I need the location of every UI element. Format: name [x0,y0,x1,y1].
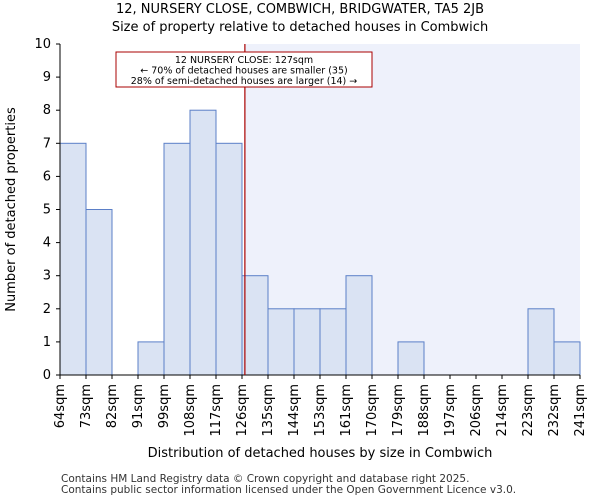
y-tick-label: 8 [43,103,51,118]
y-tick-label: 2 [43,302,51,317]
bar-73sqm [85,209,113,376]
x-tick-label: 99sqm [157,384,172,428]
x-tick-label: 206sqm [469,384,484,437]
footer-line-2: Contains public sector information licen… [61,484,517,496]
bar-223sqm [527,308,555,376]
annotation-line-2: ← 70% of detached houses are smaller (35… [140,66,347,77]
bar-179sqm [397,341,425,376]
x-tick-label: 232sqm [547,384,562,437]
y-axis-title: Number of detached properties [4,107,19,312]
x-tick-label: 108sqm [183,384,198,437]
bar-117sqm [215,142,243,376]
x-tick-label: 223sqm [521,384,536,437]
bar-108sqm [189,109,217,376]
bar-135sqm [267,308,295,376]
y-tick-label: 6 [43,169,51,184]
y-tick-label: 3 [43,269,51,284]
annotation-line-1: 12 NURSERY CLOSE: 127sqm [175,55,313,66]
bar-144sqm [293,308,321,376]
y-tick-label: 10 [34,37,51,52]
y-tick-label: 9 [43,70,51,85]
y-tick-label: 7 [43,136,51,151]
x-tick-label: 179sqm [391,384,406,437]
y-tick-label: 0 [43,368,51,383]
x-tick-label: 161sqm [339,384,354,437]
x-tick-label: 126sqm [235,384,250,437]
x-tick-label: 170sqm [365,384,380,437]
x-tick-label: 144sqm [287,384,302,437]
annotation-line-3: 28% of semi-detached houses are larger (… [131,76,358,87]
bar-126sqm [241,275,269,376]
bar-232sqm [553,341,581,376]
x-tick-label: 91sqm [131,384,146,428]
bar-153sqm [319,308,347,376]
chart-subtitle: Size of property relative to detached ho… [111,20,489,35]
y-tick-label: 4 [43,236,51,251]
bar-chart: 0 1 2 3 4 5 6 7 8 9 10 64sqm 73sqm 82sqm 91sqm 99sqm 108… [4,37,588,461]
x-tick-label: 73sqm [79,384,94,428]
bar-99sqm [163,142,191,376]
bar-161sqm [345,275,373,376]
chart-title: 12, NURSERY CLOSE, COMBWICH, BRIDGWATER,… [115,2,485,17]
x-tick-label: 135sqm [261,384,276,437]
x-tick-label: 82sqm [105,384,120,428]
annotation-box [115,51,373,88]
x-tick-label: 64sqm [53,384,68,428]
x-tick-label: 153sqm [313,384,328,437]
x-tick-label: 188sqm [417,384,432,437]
bar-64sqm [59,142,87,376]
bar-91sqm [137,341,165,376]
y-tick-label: 5 [43,203,51,218]
x-tick-label: 214sqm [495,384,510,437]
x-tick-label: 241sqm [573,384,588,437]
x-tick-label: 197sqm [443,384,458,437]
footer-line-1: Contains HM Land Registry data © Crown c… [61,473,470,485]
x-axis-title: Distribution of detached houses by size … [148,446,493,461]
y-tick-label: 1 [43,335,51,350]
x-tick-label: 117sqm [209,384,224,437]
